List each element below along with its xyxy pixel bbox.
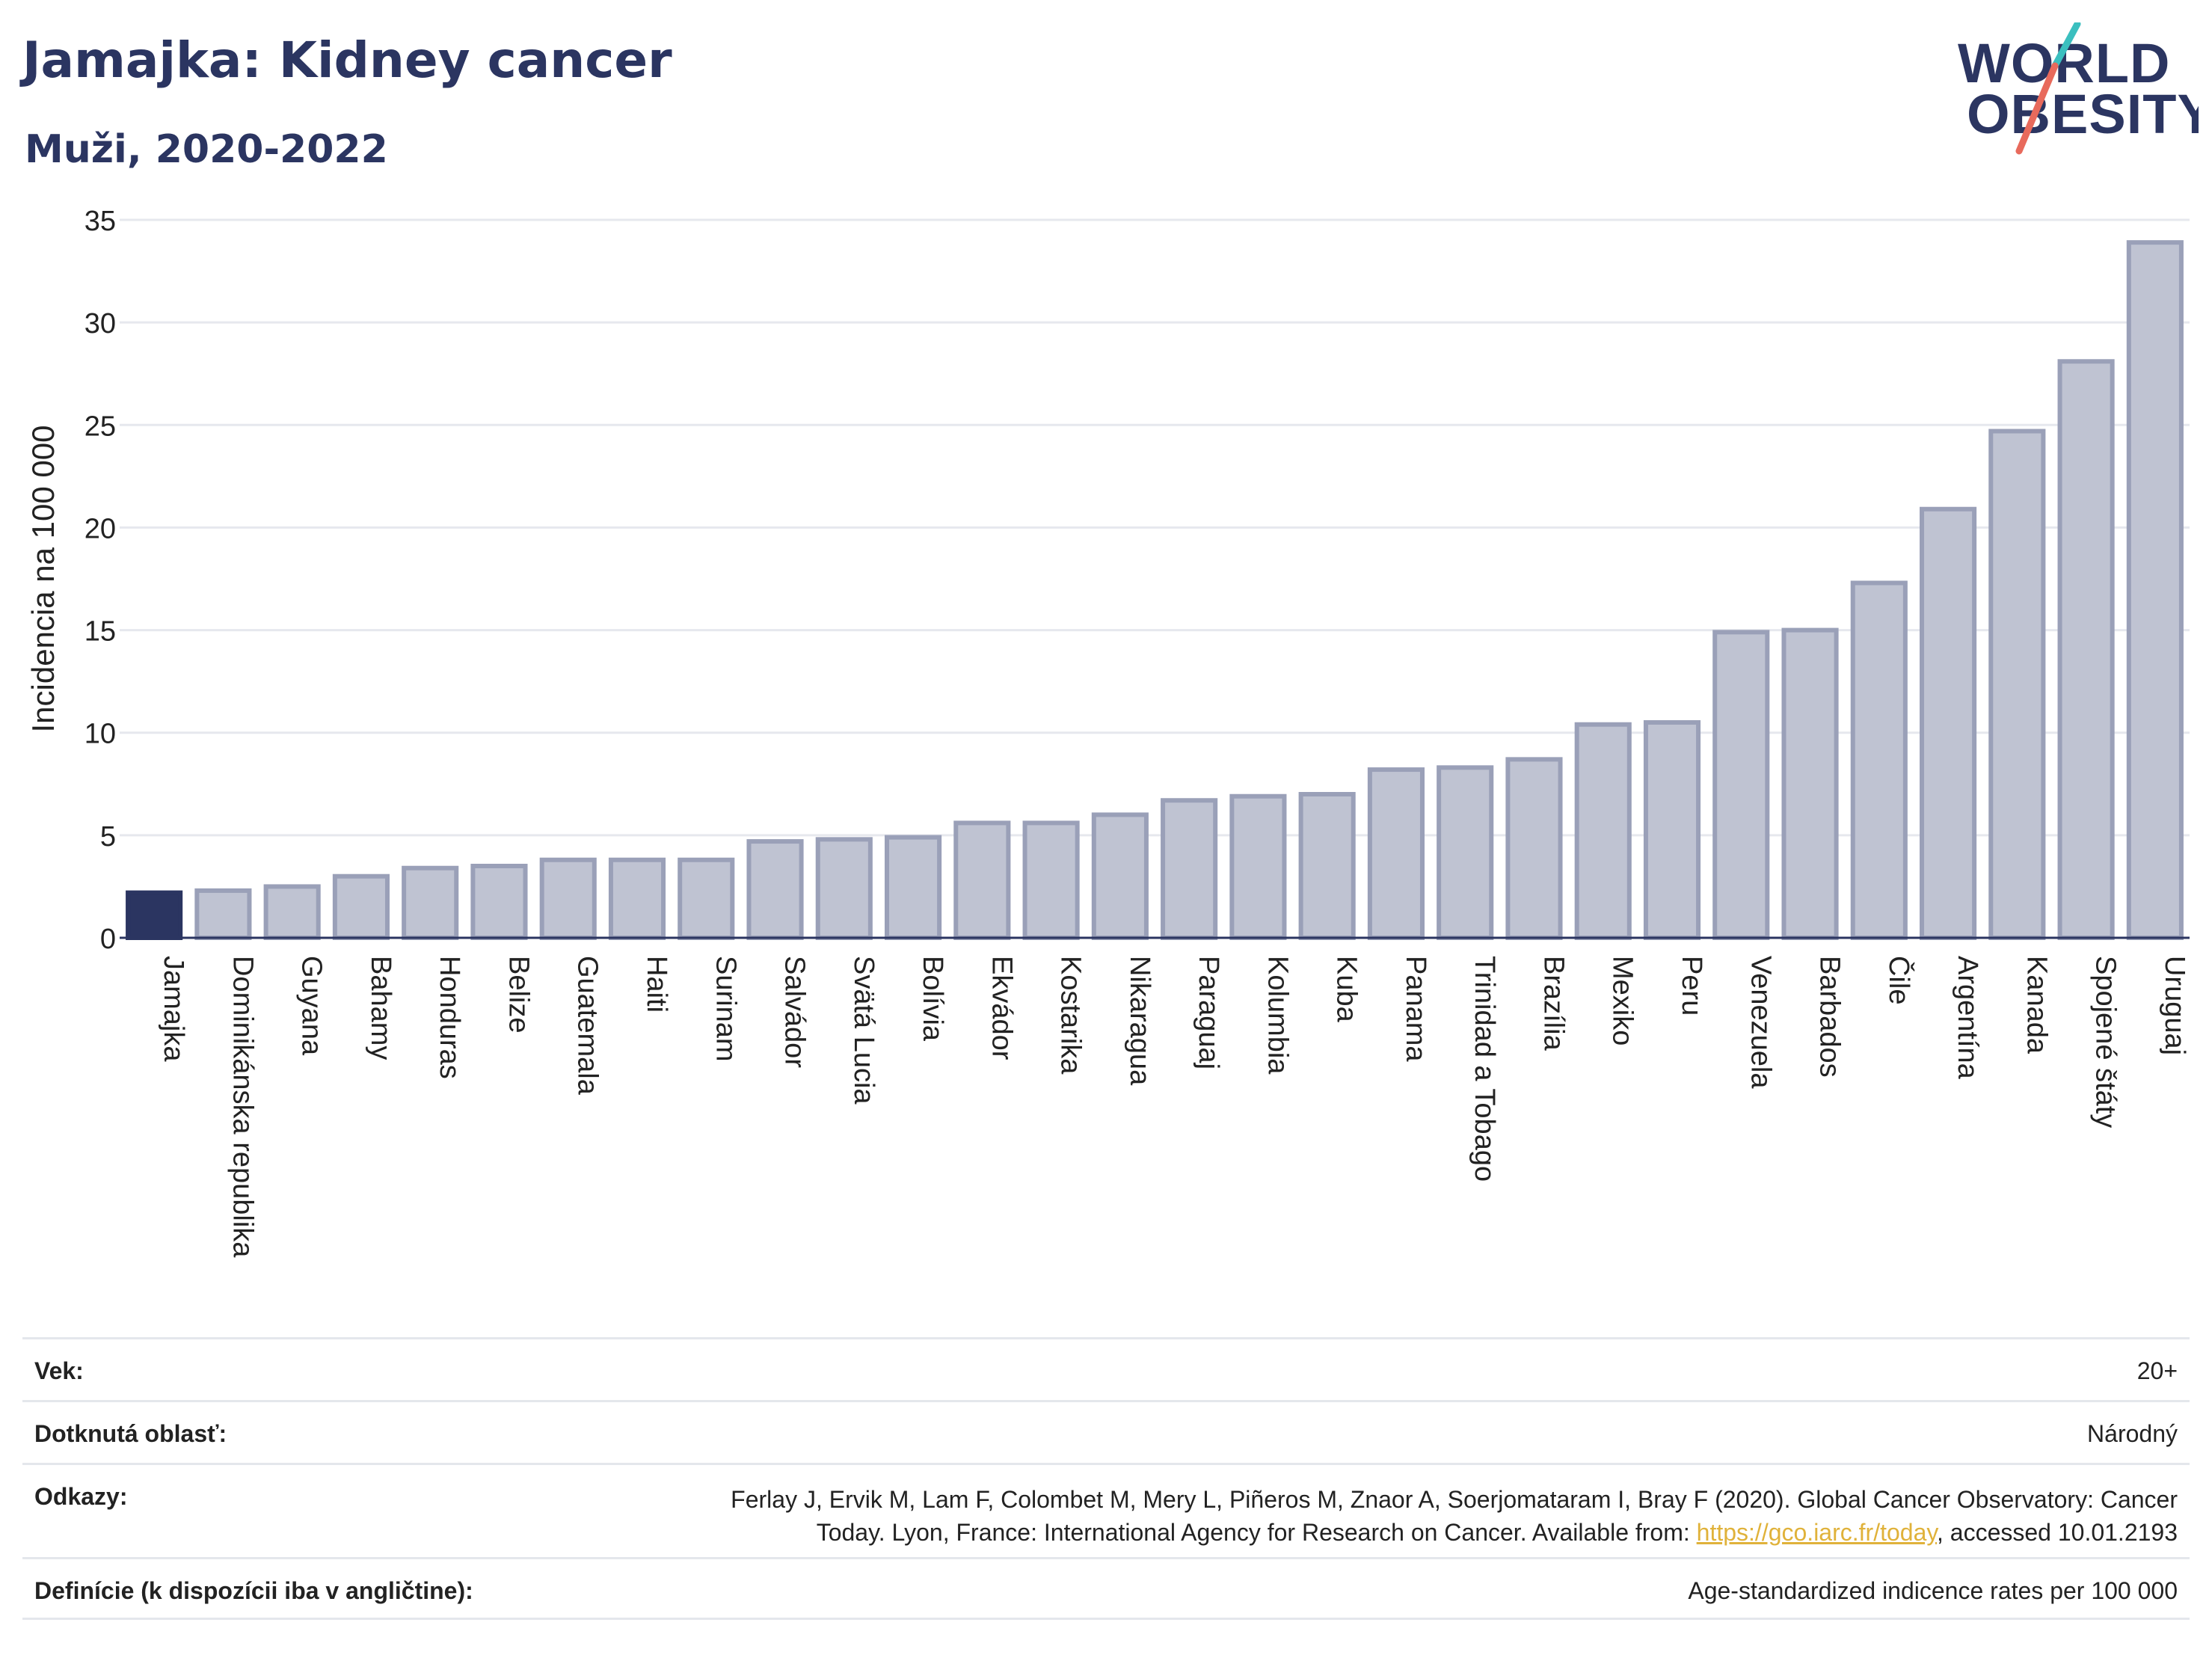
definitions-label: Definície (k dispozícii iba v angličtine… bbox=[34, 1577, 473, 1604]
chart-title: Jamajka: Kidney cancer bbox=[22, 31, 672, 89]
x-tick-label: Dominikánska republika bbox=[227, 956, 258, 1258]
y-axis-label: Incidencia na 100 000 bbox=[25, 426, 61, 733]
x-axis-tick-labels: Jamajka Dominikánska republika Guyana Baham… bbox=[158, 956, 2190, 1258]
bar bbox=[470, 864, 528, 940]
y-tick-label: 15 bbox=[85, 616, 116, 648]
x-tick-label: Bolívia bbox=[917, 956, 948, 1042]
y-tick-label: 10 bbox=[85, 719, 116, 750]
x-tick-label: Svätá Lucia bbox=[848, 956, 879, 1105]
bar bbox=[1367, 767, 1425, 940]
bar bbox=[332, 873, 390, 940]
x-tick-label: Haiti bbox=[641, 956, 672, 1013]
y-tick-label: 20 bbox=[85, 513, 116, 544]
age-value: 20+ bbox=[2136, 1357, 2178, 1384]
bar bbox=[2126, 240, 2184, 940]
x-tick-label: Guyana bbox=[296, 956, 328, 1056]
x-tick-label: Brazília bbox=[1537, 956, 1569, 1051]
x-tick-label: Kuba bbox=[1331, 956, 1362, 1023]
y-tick-label: 5 bbox=[100, 821, 116, 853]
info-row-area: Dotknutá oblasť: Národný bbox=[22, 1400, 2190, 1463]
bar bbox=[1988, 429, 2046, 940]
world-obesity-logo: WORLD OBESITY bbox=[1958, 22, 2199, 155]
bar bbox=[1920, 506, 1977, 940]
logo-text-obesity: OBESITY bbox=[1967, 83, 2199, 145]
bar-chart: 0 5 10 15 20 25 30 35 Jamajka Dominikánska repub… bbox=[25, 206, 2190, 1258]
x-tick-label: Surinam bbox=[710, 956, 741, 1062]
info-row-age: Vek: 20+ bbox=[22, 1337, 2190, 1400]
x-tick-label: Honduras bbox=[434, 956, 465, 1079]
x-tick-label: Čile bbox=[1883, 956, 1916, 1004]
y-tick-label: 30 bbox=[85, 308, 116, 340]
bar bbox=[1229, 793, 1287, 940]
bar bbox=[1712, 630, 1770, 940]
bar bbox=[678, 857, 735, 941]
info-row-definitions: Definície (k dispozícii iba v angličtine… bbox=[22, 1557, 2190, 1620]
x-tick-label: Venezuela bbox=[1745, 956, 1776, 1089]
x-tick-label: Ekvádor bbox=[986, 956, 1017, 1060]
references-value: Ferlay J, Ervik M, Lam F, Colombet M, Me… bbox=[731, 1483, 2178, 1549]
y-axis-ticks: 0 5 10 15 20 25 30 35 bbox=[85, 206, 116, 955]
y-tick-label: 35 bbox=[85, 206, 116, 237]
bar bbox=[608, 857, 666, 941]
bar bbox=[1850, 580, 1908, 940]
bar bbox=[1437, 765, 1494, 941]
bar bbox=[1161, 798, 1218, 940]
bar bbox=[746, 839, 804, 940]
bar bbox=[402, 865, 459, 940]
area-label: Dotknutá oblasť: bbox=[34, 1420, 227, 1447]
x-tick-label: Barbados bbox=[1814, 956, 1846, 1078]
x-tick-label: Peru bbox=[1676, 956, 1707, 1016]
x-tick-label: Mexiko bbox=[1607, 956, 1638, 1045]
references-line1: Ferlay J, Ervik M, Lam F, Colombet M, Me… bbox=[731, 1486, 2178, 1513]
x-tick-label: Jamajka bbox=[158, 956, 189, 1062]
bar bbox=[885, 835, 942, 940]
x-tick-label: Panama bbox=[1400, 956, 1431, 1062]
bar bbox=[1505, 757, 1563, 940]
bar bbox=[953, 820, 1011, 941]
bar bbox=[2057, 359, 2115, 940]
bar bbox=[1643, 720, 1701, 940]
references-line2-post: , accessed 10.01.2193 bbox=[1936, 1519, 2178, 1546]
bar bbox=[263, 884, 321, 941]
x-tick-label: Uruguaj bbox=[2159, 956, 2190, 1055]
bar bbox=[539, 857, 597, 941]
x-tick-label: Paraguaj bbox=[1193, 956, 1224, 1069]
bar bbox=[1091, 812, 1149, 941]
bar bbox=[126, 890, 183, 940]
x-tick-label: Kostarika bbox=[1055, 956, 1087, 1075]
age-label: Vek: bbox=[34, 1357, 84, 1384]
x-tick-label: Salvádor bbox=[779, 956, 811, 1068]
references-label: Odkazy: bbox=[34, 1483, 128, 1510]
x-tick-label: Trinidad a Tobago bbox=[1469, 956, 1500, 1182]
y-tick-label: 25 bbox=[85, 411, 116, 442]
x-tick-label: Spojené štáty bbox=[2090, 956, 2122, 1128]
bar bbox=[194, 888, 252, 941]
x-tick-label: Belize bbox=[503, 956, 534, 1034]
x-tick-label: Argentína bbox=[1952, 956, 1983, 1080]
logo-slash-teal bbox=[2051, 22, 2081, 70]
definitions-value: Age-standardized indicence rates per 100… bbox=[1688, 1577, 2178, 1604]
bar bbox=[815, 837, 873, 941]
logo-slash-red bbox=[2015, 62, 2059, 155]
bar bbox=[1298, 792, 1356, 940]
bar bbox=[1022, 820, 1080, 941]
info-table: Vek: 20+ Dotknutá oblasť: Národný Odkazy… bbox=[22, 1337, 2190, 1620]
y-tick-label: 0 bbox=[100, 924, 116, 955]
bars bbox=[126, 240, 2184, 941]
references-line2-pre: Today. Lyon, France: International Agenc… bbox=[816, 1519, 1697, 1546]
references-link[interactable]: https://gco.iarc.fr/today bbox=[1696, 1519, 1937, 1546]
x-tick-label: Nikaragua bbox=[1124, 956, 1155, 1086]
x-tick-label: Bahamy bbox=[365, 956, 396, 1060]
x-tick-label: Guatemala bbox=[572, 956, 603, 1096]
bar bbox=[1781, 627, 1839, 940]
info-row-references: Odkazy: Ferlay J, Ervik M, Lam F, Colomb… bbox=[22, 1463, 2190, 1557]
x-tick-label: Kolumbia bbox=[1262, 956, 1293, 1075]
chart-subtitle: Muži, 2020-2022 bbox=[25, 127, 388, 172]
area-value: Národný bbox=[2087, 1420, 2178, 1447]
bar bbox=[1574, 722, 1632, 940]
x-tick-label: Kanada bbox=[2021, 956, 2052, 1054]
